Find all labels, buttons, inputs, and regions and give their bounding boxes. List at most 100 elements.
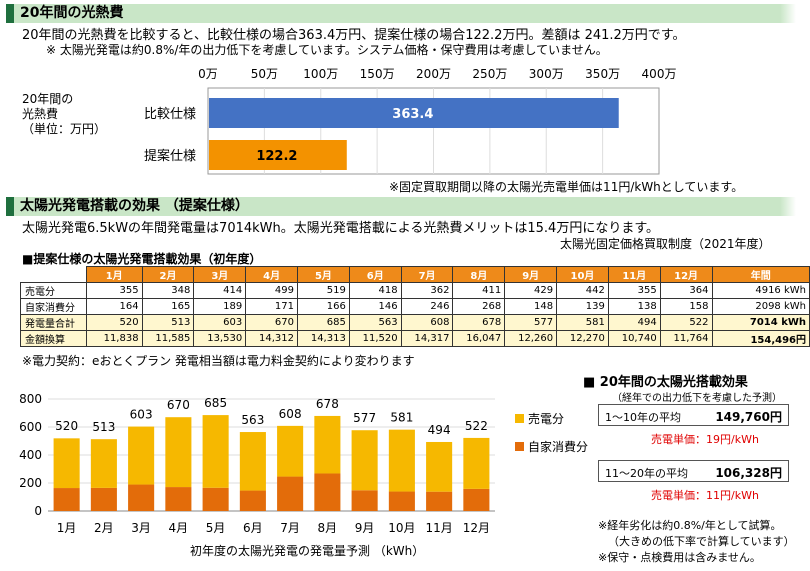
table-cell: 11,838: [85, 330, 143, 347]
table-title: ■提案仕様の太陽光発電搭載効果（初年度）: [22, 252, 262, 266]
table-cell: 418: [348, 282, 402, 299]
stacked-total-label: 494: [428, 423, 451, 437]
table-cell: 146: [348, 298, 402, 315]
stacked-bar-self: [426, 491, 453, 511]
hbar-ylabel: 20年間の 光熱費 （単位：万円）: [22, 92, 107, 136]
stacked-ytick-label: 400: [19, 448, 42, 462]
table-cell: 670: [245, 314, 299, 331]
table-cell: 442: [556, 282, 609, 299]
stacked-bar-self: [202, 487, 229, 511]
table-cell: 14,317: [400, 330, 454, 347]
section-header-solar: 太陽光発電搭載の効果 （提案仕様）: [6, 197, 796, 216]
stacked-total-label: 670: [167, 398, 190, 412]
table-row: 発電量合計 520 513 603 670 685 563 608 678 577 581 494 52…: [20, 314, 810, 331]
stacked-bar-sell: [53, 438, 80, 489]
hbar-category-label: 比較仕様: [144, 107, 196, 122]
stacked-total-label: 581: [390, 411, 413, 425]
hbar-tick-label: 350万: [585, 67, 620, 81]
stacked-bar-self: [165, 487, 192, 511]
table-cell: 139: [556, 298, 609, 315]
table-cell: 246: [400, 298, 454, 315]
table-cell: 520: [85, 314, 143, 331]
table-cell: 164: [85, 298, 143, 315]
stacked-total-label: 685: [204, 396, 227, 410]
hbar-tick-label: 400万: [642, 67, 677, 81]
table-cell: 165: [141, 298, 195, 315]
hbar-tick-label: 0万: [198, 67, 218, 81]
solar-summary: 太陽光発電6.5kWの年間発電量は7014kWh。太陽光発電搭載による光熱費メリ…: [22, 221, 660, 236]
stacked-xtick-label: 5月: [206, 521, 226, 535]
stacked-bar-self: [239, 490, 266, 511]
table-cell: 4916 kWh: [711, 282, 810, 299]
note-text: ※ 太陽光発電は約0.8%/年の出力低下を考慮しています。システム価格・保守費用…: [46, 43, 608, 57]
hbar-tick-label: 200万: [416, 67, 451, 81]
table-cell: 577: [504, 314, 558, 331]
table-cell: 499: [245, 282, 299, 299]
row-label: 発電量合計: [20, 314, 87, 331]
table-cell: 581: [556, 314, 609, 331]
table-cell: 355: [85, 282, 143, 299]
avg-box-1: 1～10年の平均 149,760円: [598, 404, 789, 426]
table-cell: 158: [659, 298, 713, 315]
table-cell: 678: [452, 314, 506, 331]
stacked-xtick-label: 9月: [355, 521, 375, 535]
table-cell: 348: [141, 282, 195, 299]
table-cell: 154,496円: [711, 330, 810, 347]
stacked-xtick-label: 2月: [94, 521, 114, 535]
table-cell: 2098 kWh: [711, 298, 810, 315]
stacked-bar-sell: [90, 439, 117, 488]
stacked-total-label: 577: [353, 411, 376, 425]
stacked-bar-sell: [351, 430, 378, 491]
stacked-bar-self: [90, 487, 117, 511]
stacked-ytick-label: 200: [19, 476, 42, 490]
hbar-tick-label: 150万: [360, 67, 395, 81]
row-label: 自家消費分: [20, 298, 87, 315]
row-label: 売電分: [20, 282, 87, 299]
stacked-total-label: 513: [92, 420, 115, 434]
stacked-xtick-label: 1月: [57, 521, 77, 535]
stacked-bar-chart: 0 200 400 600 800 520 1月 513 2月 603 3月 670 4月 685 5月 56…: [19, 392, 495, 535]
table-cell: 10,740: [607, 330, 661, 347]
table-cell: 11,585: [141, 330, 195, 347]
hbar-note: ※固定買取期間以降の太陽光売電単価は11円/kWhとしています。: [389, 180, 744, 194]
table-cell: 364: [659, 282, 713, 299]
table-row: 売電分 355 348 414 499 519 418 362 411 429 442 355 364 4…: [20, 282, 810, 299]
table-cell: 7014 kWh: [711, 314, 810, 331]
effect-sub: （経年での出力低下を考慮した予測）: [612, 393, 782, 404]
hbar-value-label: 363.4: [392, 107, 433, 122]
effect-title: ■ 20年間の太陽光搭載効果: [583, 375, 748, 390]
hbar-tick-label: 50万: [251, 67, 278, 81]
stacked-total-label: 563: [241, 413, 264, 427]
stacked-ytick-label: 800: [19, 392, 42, 406]
stacked-bar-sell: [239, 432, 266, 491]
stacked-total-label: 608: [279, 407, 302, 421]
table-cell: 138: [607, 298, 661, 315]
stacked-xtick-label: 11月: [425, 521, 452, 535]
stacked-xtick-label: 10月: [388, 521, 415, 535]
table-row: 金額換算 11,838 11,585 13,530 14,312 14,313 11,520…: [20, 330, 810, 347]
hbar-value-label: 122.2: [256, 149, 297, 164]
table-cell: 16,047: [452, 330, 506, 347]
stacked-bar-sell: [388, 429, 415, 492]
table-cell: 603: [193, 314, 247, 331]
table-cell: 189: [193, 298, 247, 315]
legend-self-swatch: [515, 442, 524, 451]
legend-sell-swatch: [515, 414, 524, 423]
horizontal-bar-chart: 0万 50万 100万 150万 200万 250万 300万 350万 400万 363.4 比…: [144, 67, 677, 175]
legend-sell: 売電分: [515, 410, 564, 427]
stacked-total-label: 520: [55, 419, 78, 433]
table-cell: 513: [141, 314, 195, 331]
stacked-bar-self: [388, 491, 415, 511]
stacked-bar-sell: [426, 441, 453, 492]
stacked-xlabel: 初年度の太陽光発電の発電量予測 （kWh）: [190, 544, 425, 558]
hbar-tick-label: 100万: [303, 67, 338, 81]
table-cell: 171: [245, 298, 299, 315]
stacked-total-label: 522: [465, 419, 488, 433]
effect-table: 1月 2月 3月 4月 5月 6月 7月 8月 9月 10月 11月 12月 年間 売電分 355 348 4…: [20, 266, 810, 347]
stacked-xtick-label: 7月: [280, 521, 300, 535]
stacked-xtick-label: 12月: [463, 521, 490, 535]
stacked-bar-sell: [128, 426, 155, 485]
row-label: 金額換算: [20, 330, 87, 347]
table-cell: 12,260: [504, 330, 558, 347]
table-cell: 414: [193, 282, 247, 299]
